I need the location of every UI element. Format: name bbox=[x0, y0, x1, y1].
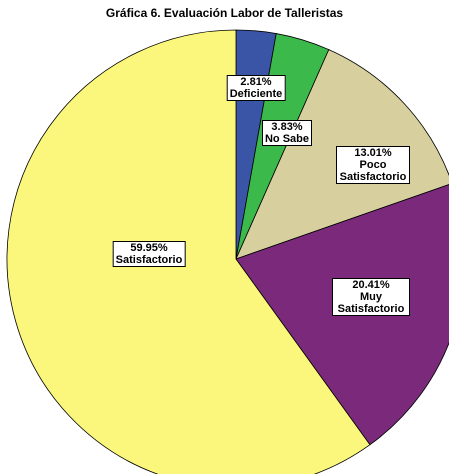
category-label: Deficiente bbox=[229, 88, 283, 100]
chart-title: Gráfica 6. Evaluación Labor de Tallerist… bbox=[105, 6, 344, 20]
category-label: Satisfactorio bbox=[115, 254, 183, 266]
slice-label: 13.01% Poco Satisfactorio bbox=[336, 146, 410, 184]
slice-label: 3.83% No Sabe bbox=[261, 120, 313, 146]
value-label: 2.81% bbox=[240, 76, 272, 88]
category-label: Poco Satisfactorio bbox=[339, 159, 407, 183]
category-label: Muy Satisfactorio bbox=[337, 291, 405, 315]
value-label: 59.95% bbox=[130, 242, 168, 254]
value-label: 13.01% bbox=[354, 147, 392, 159]
category-label: No Sabe bbox=[264, 133, 310, 145]
pie-slice bbox=[6, 29, 371, 474]
slice-label: 59.95% Satisfactorio bbox=[112, 241, 186, 267]
value-label: 20.41% bbox=[352, 279, 390, 291]
value-label: 3.83% bbox=[271, 121, 303, 133]
slice-label: 2.81% Deficiente bbox=[226, 75, 286, 101]
slice-label: 20.41% Muy Satisfactorio bbox=[332, 278, 410, 316]
